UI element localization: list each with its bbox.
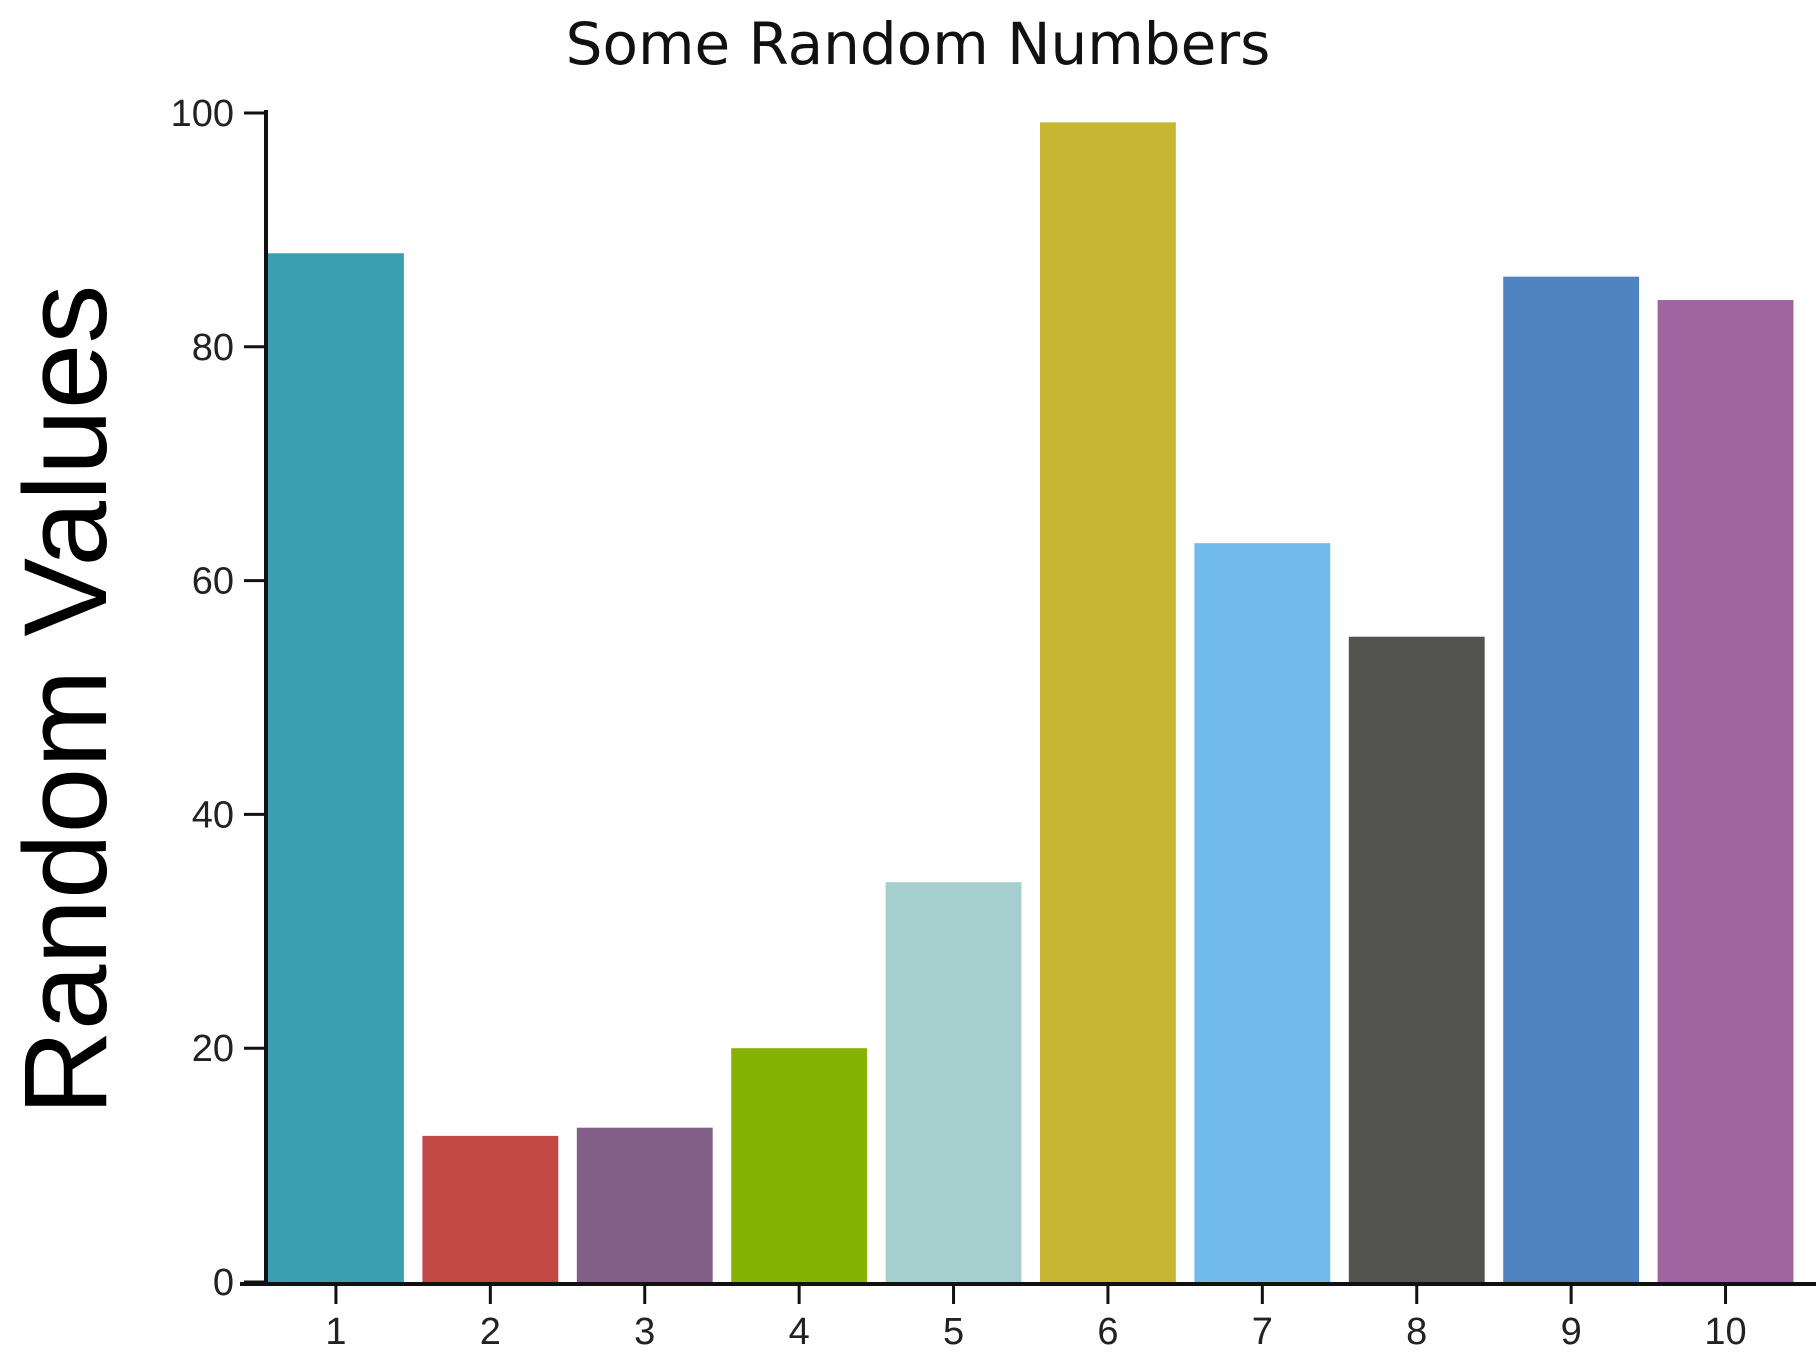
y-tick-label: 0 bbox=[213, 1262, 234, 1304]
x-tick-label: 3 bbox=[634, 1311, 655, 1353]
bar-3 bbox=[576, 1127, 713, 1282]
y-tick-label: 80 bbox=[192, 327, 234, 369]
bar-4 bbox=[731, 1048, 868, 1282]
bar-10 bbox=[1657, 300, 1794, 1282]
x-tick-label: 5 bbox=[943, 1311, 964, 1353]
bar-9 bbox=[1503, 276, 1640, 1282]
bar-1 bbox=[268, 253, 404, 1282]
x-tick-label: 10 bbox=[1704, 1311, 1746, 1353]
x-tick-label: 1 bbox=[325, 1311, 346, 1353]
bar-8 bbox=[1348, 636, 1485, 1282]
x-tick-label: 2 bbox=[480, 1311, 501, 1353]
bar-2 bbox=[422, 1135, 559, 1282]
y-axis-label: Random Values bbox=[0, 285, 132, 1116]
chart-title: Some Random Numbers bbox=[566, 10, 1271, 78]
x-tick-label: 6 bbox=[1097, 1311, 1118, 1353]
bars bbox=[268, 122, 1794, 1282]
x-tick-label: 9 bbox=[1561, 1311, 1582, 1353]
y-tick-label: 100 bbox=[171, 93, 234, 135]
bar-7 bbox=[1194, 543, 1331, 1282]
x-tick-label: 7 bbox=[1252, 1311, 1273, 1353]
y-ticks: 0 20 40 60 80 100 bbox=[171, 93, 266, 1304]
y-tick-label: 20 bbox=[192, 1028, 234, 1070]
x-ticks: 1 2 3 4 5 6 7 8 9 10 bbox=[325, 1284, 1747, 1353]
x-tick-label: 8 bbox=[1406, 1311, 1427, 1353]
y-tick-label: 40 bbox=[192, 794, 234, 836]
bar-6 bbox=[1040, 122, 1176, 1282]
x-tick-label: 4 bbox=[789, 1311, 810, 1353]
y-tick-label: 60 bbox=[192, 561, 234, 603]
bar-5 bbox=[885, 882, 1022, 1282]
